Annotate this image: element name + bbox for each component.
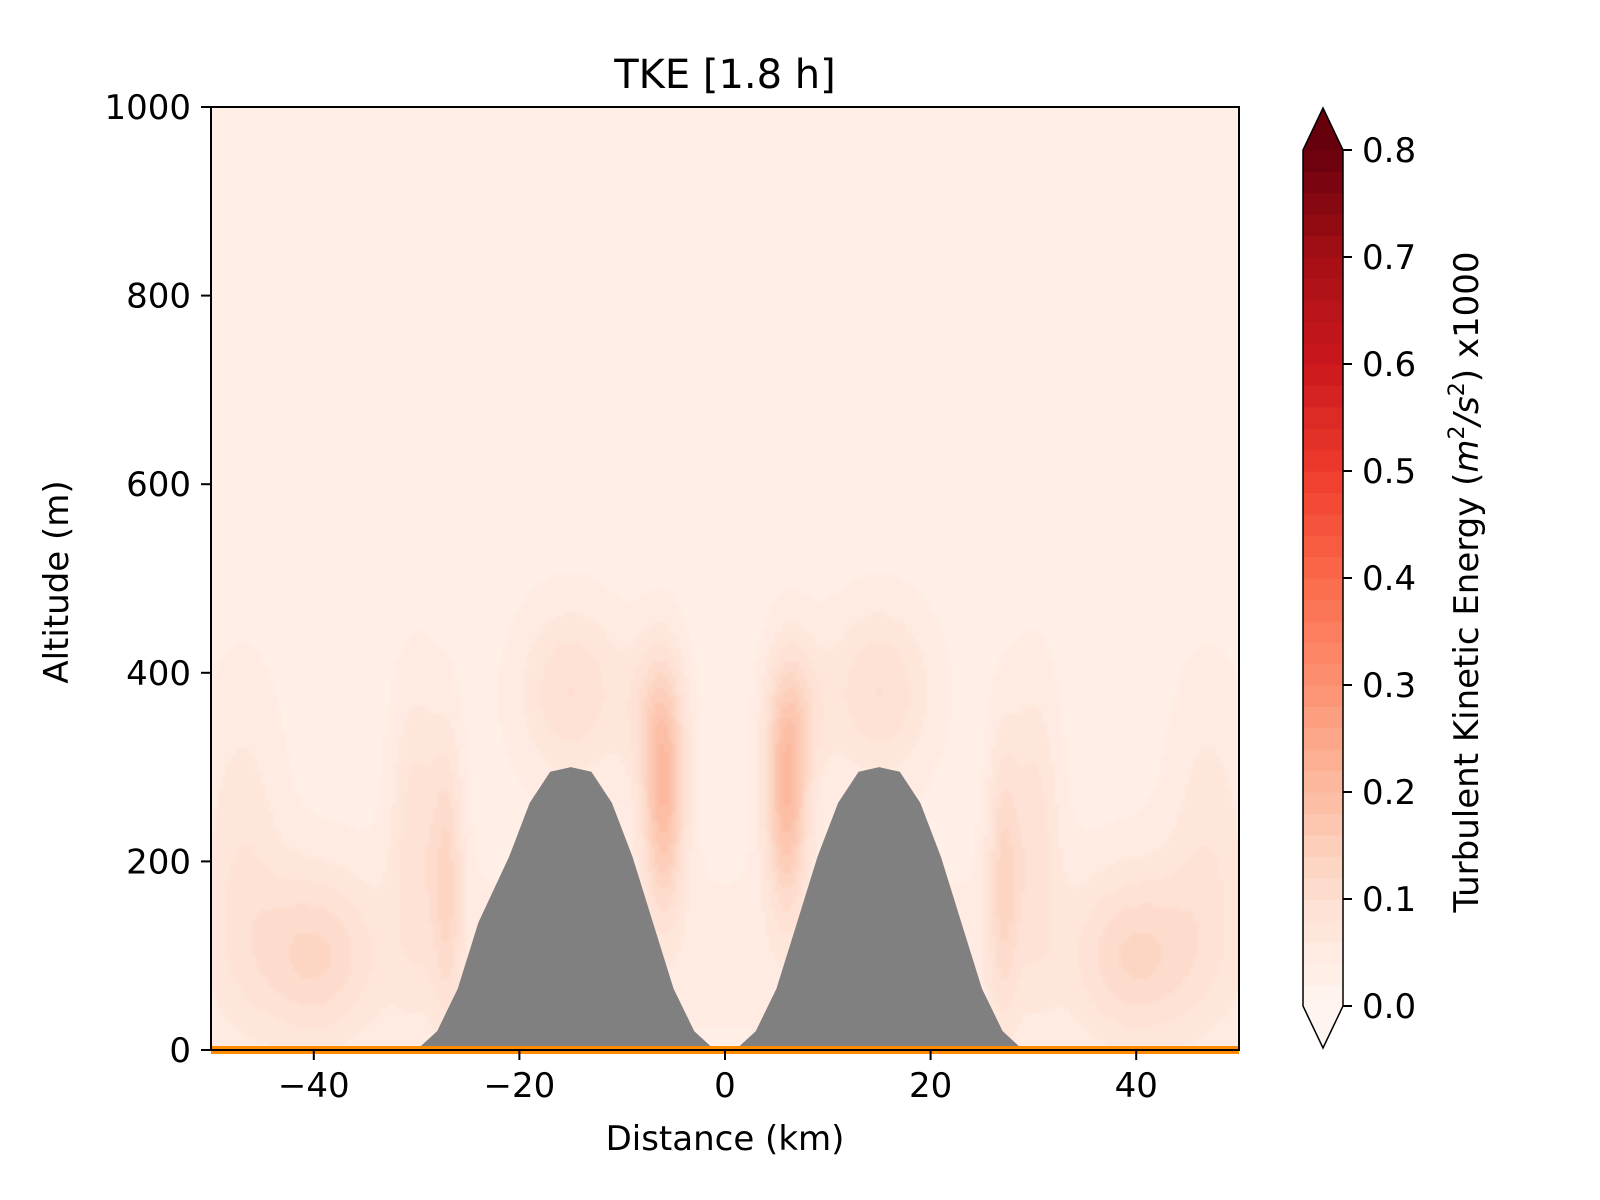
colorbar-tick-label: 0.8 [1362,131,1416,171]
colorbar-band [1303,556,1343,579]
colorbar-tick-label: 0.4 [1362,559,1416,599]
colorbar-extend-min [1303,1006,1343,1048]
colorbar-ticks: 0.0 0.1 0.2 0.3 0.4 0.5 0.6 0.7 0.8 [1343,131,1416,1027]
colorbar-tick-label: 0.1 [1362,880,1416,920]
colorbar-extend-max [1303,108,1343,150]
y-tick-label: 200 [126,842,191,882]
colorbar-band [1303,856,1343,879]
colorbar-band [1303,920,1343,943]
colorbar-band [1303,364,1343,386]
colorbar-band [1303,385,1343,408]
colorbar-tick-label: 0.2 [1362,773,1416,813]
colorbar-band [1303,685,1343,707]
colorbar-band [1303,727,1343,750]
colorbar-label-m: m [1447,439,1487,472]
x-tick-label: 40 [1115,1066,1158,1106]
colorbar-band [1303,642,1343,665]
colorbar-band [1303,984,1343,1007]
plot-area [211,107,1239,1050]
colorbar-band [1303,192,1343,215]
colorbar-band [1303,299,1343,322]
colorbar-band [1303,834,1343,857]
colorbar-band [1303,813,1343,836]
colorbar-band [1303,406,1343,429]
colorbar-band [1303,749,1343,772]
colorbar-band [1303,428,1343,451]
colorbar-band [1303,599,1343,622]
colorbar-label-exp2: 2 [1445,382,1470,396]
colorbar-label-slash: / [1447,410,1487,428]
tke-heatmap [211,107,1239,1050]
colorbar-band [1303,449,1343,472]
colorbar-tick-label: 0.5 [1362,452,1416,492]
colorbar-band [1303,150,1343,172]
x-tick-label: −20 [484,1066,556,1106]
colorbar-band [1303,770,1343,793]
terrain [416,767,1024,1050]
colorbar-band [1303,171,1343,194]
colorbar-tick-label: 0.6 [1362,345,1416,385]
colorbar: 0.0 0.1 0.2 0.3 0.4 0.5 0.6 0.7 0.8 [1302,106,1416,1050]
y-tick-label: 600 [126,465,191,505]
colorbar-band [1303,963,1343,986]
x-tick-label: 20 [909,1066,952,1106]
x-axis-label: Distance (km) [606,1119,845,1159]
colorbar-label: Turbulent Kinetic Energy (m2/s2) x1000 [1445,252,1487,914]
y-tick-label: 400 [126,654,191,694]
colorbar-tick-label: 0.0 [1362,987,1416,1027]
y-axis: 0 200 400 600 800 1000 [104,88,211,1071]
colorbar-band [1303,578,1343,600]
chart-title: TKE [1.8 h] [613,52,836,98]
x-tick-label: 0 [714,1066,736,1106]
colorbar-band [1303,471,1343,493]
colorbar-band [1303,214,1343,237]
colorbar-label-exp1: 2 [1445,425,1470,439]
colorbar-tick-label: 0.3 [1362,666,1416,706]
colorbar-band [1303,535,1343,558]
colorbar-bands [1303,108,1343,1048]
colorbar-band [1303,620,1343,643]
colorbar-band [1303,706,1343,729]
colorbar-band [1303,235,1343,258]
y-tick-label: 0 [169,1031,191,1071]
colorbar-band [1303,941,1343,964]
colorbar-label-s: s [1447,396,1487,414]
colorbar-label-prefix: Turbulent Kinetic Energy ( [1447,473,1487,914]
colorbar-band [1303,663,1343,686]
colorbar-band [1303,278,1343,301]
colorbar-tick-label: 0.7 [1362,238,1416,278]
y-tick-label: 1000 [104,88,191,128]
colorbar-band [1303,492,1343,515]
x-axis: −40 −20 0 20 40 [278,1050,1158,1106]
colorbar-band [1303,342,1343,365]
colorbar-band [1303,792,1343,814]
y-axis-label: Altitude (m) [37,480,77,683]
colorbar-band [1303,321,1343,344]
colorbar-label-suffix: ) x1000 [1447,252,1487,383]
colorbar-band [1303,257,1343,279]
y-tick-label: 800 [126,277,191,317]
x-tick-label: −40 [278,1066,350,1106]
colorbar-band [1303,513,1343,536]
colorbar-band [1303,899,1343,921]
colorbar-band [1303,877,1343,900]
